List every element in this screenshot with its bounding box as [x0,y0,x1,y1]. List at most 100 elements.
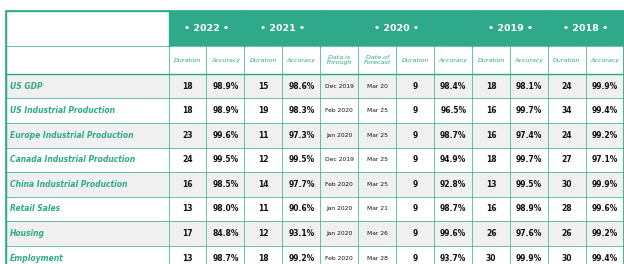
Text: 97.4%: 97.4% [516,131,542,140]
Text: 12: 12 [258,229,269,238]
Text: 98.7%: 98.7% [440,131,467,140]
Text: 99.6%: 99.6% [592,204,618,214]
Text: 26: 26 [486,229,497,238]
Text: Duration: Duration [477,58,505,63]
Text: 11: 11 [258,204,269,214]
Bar [6,197,624,221]
Text: Duration: Duration [401,58,429,63]
Text: • 2021 •: • 2021 • [260,24,305,33]
Text: 18: 18 [486,82,497,91]
Text: Retail Sales: Retail Sales [10,204,60,214]
Text: • 2019 •: • 2019 • [487,24,533,33]
Bar [6,74,624,98]
Text: Mar 21: Mar 21 [367,206,388,211]
Text: 99.9%: 99.9% [516,253,542,263]
Bar [6,98,624,123]
Text: Accuracy: Accuracy [287,58,316,63]
Bar [472,46,510,74]
Text: Duration: Duration [553,58,581,63]
Bar [320,11,472,46]
Text: 99.9%: 99.9% [592,180,618,189]
Text: 96.5%: 96.5% [440,106,466,115]
Text: • 2020 •: • 2020 • [374,24,419,33]
Text: 98.7%: 98.7% [440,204,467,214]
Text: 12: 12 [258,155,269,164]
Bar [6,46,168,74]
Text: 13: 13 [182,253,193,263]
Text: 99.2%: 99.2% [592,229,618,238]
Text: 26: 26 [562,229,572,238]
Text: 99.9%: 99.9% [592,82,618,91]
Text: • 2022 •: • 2022 • [184,24,229,33]
Text: 98.7%: 98.7% [212,253,239,263]
Text: Feb 2020: Feb 2020 [326,108,353,113]
Text: 9: 9 [412,131,418,140]
Text: Canada Industrial Production: Canada Industrial Production [10,155,135,164]
Text: 98.1%: 98.1% [516,82,542,91]
Text: 13: 13 [486,180,497,189]
Text: 98.3%: 98.3% [288,106,314,115]
Bar [6,172,624,197]
Bar [472,11,548,46]
Bar [168,11,245,46]
Text: 9: 9 [412,204,418,214]
Text: • 2018 •: • 2018 • [563,24,608,33]
Text: 99.5%: 99.5% [288,155,314,164]
Text: 16: 16 [182,180,193,189]
Text: Mar 26: Mar 26 [367,231,388,236]
Text: 97.6%: 97.6% [516,229,542,238]
Text: 15: 15 [258,82,268,91]
Bar [168,46,207,74]
Text: 24: 24 [562,131,572,140]
Text: Date of
Forecast: Date of Forecast [364,55,391,65]
Text: 94.9%: 94.9% [440,155,466,164]
Text: 24: 24 [562,82,572,91]
Text: 19: 19 [258,106,269,115]
Text: 90.6%: 90.6% [288,204,314,214]
Bar [6,246,624,264]
Text: 13: 13 [182,204,193,214]
Text: 98.6%: 98.6% [288,82,314,91]
Text: Housing: Housing [10,229,45,238]
Text: Jan 2020: Jan 2020 [326,133,353,138]
Text: 9: 9 [412,180,418,189]
Text: 99.2%: 99.2% [288,253,314,263]
Bar [6,221,624,246]
Text: 92.8%: 92.8% [440,180,466,189]
Text: Data is
Through: Data is Through [326,55,353,65]
Text: Mar 25: Mar 25 [367,108,388,113]
Text: Dec 2019: Dec 2019 [325,84,354,89]
Bar [548,11,624,46]
Text: 99.6%: 99.6% [212,131,238,140]
Text: 18: 18 [182,82,193,91]
Text: 97.3%: 97.3% [288,131,314,140]
Text: 28: 28 [562,204,572,214]
Text: Mar 28: Mar 28 [367,256,388,261]
Text: 98.0%: 98.0% [212,204,238,214]
Text: 99.7%: 99.7% [516,106,542,115]
Text: US GDP: US GDP [10,82,42,91]
Text: Dec 2019: Dec 2019 [325,157,354,162]
Text: 99.4%: 99.4% [592,106,618,115]
Text: 84.8%: 84.8% [212,229,239,238]
Bar [245,46,283,74]
Bar [6,148,624,172]
Text: 98.9%: 98.9% [212,106,238,115]
Text: 27: 27 [562,155,572,164]
Text: Accuracy: Accuracy [439,58,468,63]
Text: 9: 9 [412,155,418,164]
Text: Mar 25: Mar 25 [367,157,388,162]
Text: Duration: Duration [173,58,202,63]
Text: Accuracy: Accuracy [590,58,620,63]
Text: Accuracy: Accuracy [515,58,544,63]
Text: 9: 9 [412,82,418,91]
Bar [6,123,624,148]
Text: China Industrial Production: China Industrial Production [10,180,127,189]
Text: 99.6%: 99.6% [440,229,466,238]
Text: US Industrial Production: US Industrial Production [10,106,115,115]
Text: 98.9%: 98.9% [516,204,542,214]
Text: 97.1%: 97.1% [592,155,618,164]
Text: Accuracy: Accuracy [211,58,240,63]
Text: 16: 16 [486,131,497,140]
Text: 99.5%: 99.5% [212,155,238,164]
